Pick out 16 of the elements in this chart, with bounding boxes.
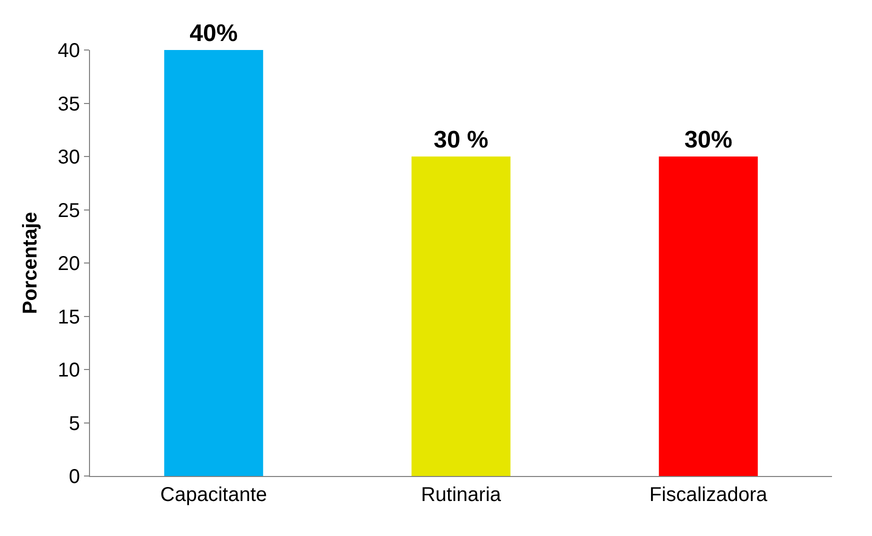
y-tick-label: 40 — [58, 40, 80, 62]
y-tick-label: 10 — [58, 360, 80, 382]
y-tick-label: 0 — [68, 466, 80, 488]
y-tick-label: 20 — [58, 253, 80, 275]
y-tick-label: 30 — [58, 146, 80, 168]
x-tick-label: Capacitante — [160, 484, 268, 506]
y-tick-label: 25 — [58, 200, 80, 222]
data-label: 30% — [684, 126, 732, 154]
y-tick-label: 35 — [58, 93, 80, 116]
y-tick-label: 15 — [58, 306, 80, 328]
data-label: 40% — [190, 20, 238, 47]
x-tick-label: Fiscalizadora — [649, 484, 768, 506]
y-axis-title: Porcentaje — [19, 212, 42, 314]
y-tick-label: 5 — [68, 412, 80, 435]
x-tick-label: Rutinaria — [420, 484, 502, 506]
data-label: 30 % — [434, 126, 488, 154]
